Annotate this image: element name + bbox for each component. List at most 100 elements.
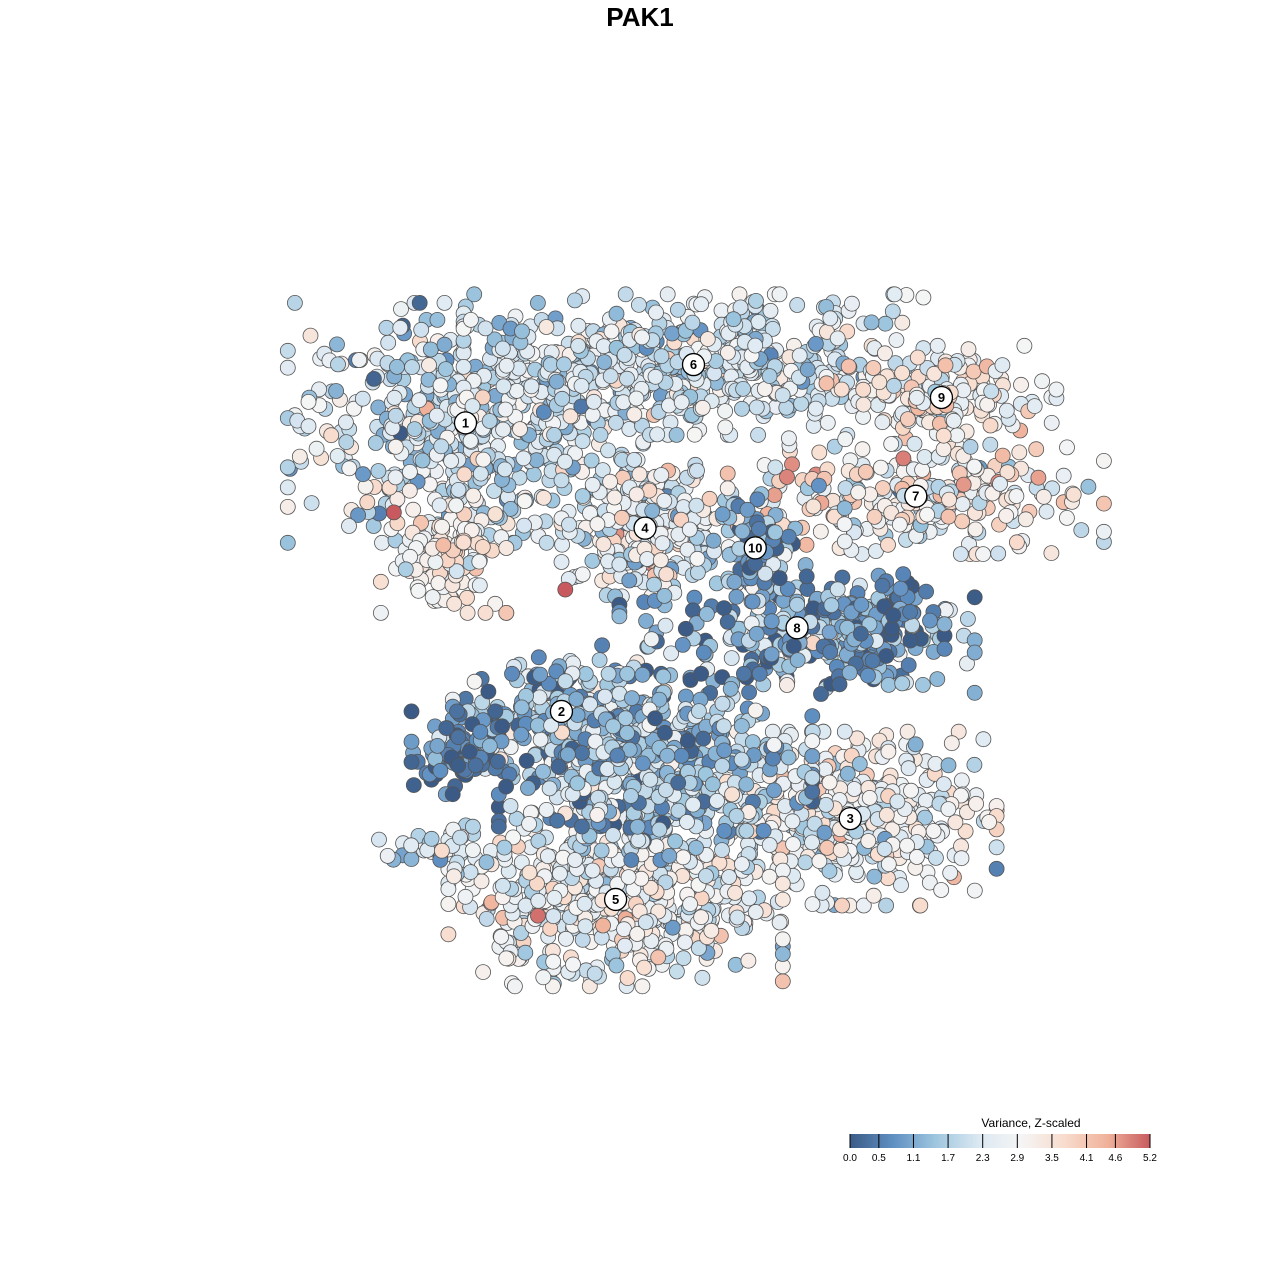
cell-point [954,496,971,513]
cell-point [605,827,621,843]
cell-point [608,414,624,431]
cell-point [965,363,982,380]
cell-point [751,665,768,682]
cell-point [748,292,764,309]
cell-point [504,665,520,682]
cell-point [367,435,384,451]
cell-point [811,477,827,494]
cell-point [558,930,574,947]
cell-point [919,506,935,523]
cell-point [513,726,530,743]
cell-point [771,286,788,303]
cell-point [530,294,546,311]
cell-point [941,491,957,508]
legend-colorbar [850,1134,1150,1148]
cell-point [909,349,926,366]
cell-point [657,617,674,634]
cell-point [414,452,431,469]
cell-point [979,396,996,413]
cell-point [829,330,846,347]
cell-point [992,475,1008,492]
cell-point [675,950,692,967]
cell-point [594,637,610,654]
cell-point [584,476,601,493]
cell-point [925,823,942,839]
cluster-label-8: 8 [785,616,809,640]
cell-point [935,427,952,444]
cell-point [494,877,511,894]
cell-point [589,516,606,532]
cell-point [774,931,791,948]
cell-point [538,802,555,818]
cell-point [975,546,991,562]
color-legend: Variance, Z-scaled 0.0 0.5 1.1 1.7 2.3 2.9 3.5… [843,1116,1157,1164]
cell-point [523,378,540,395]
cell-point [444,786,461,803]
cell-point [714,506,731,523]
cell-point [937,357,954,374]
cell-point [953,850,970,867]
cell-point [798,536,815,553]
cell-point [689,550,706,567]
cell-point [949,427,966,444]
cell-point [489,753,506,770]
cell-point [673,394,690,411]
cell-point [664,325,680,342]
cell-point [821,774,838,791]
cluster-label-text: 7 [912,489,919,504]
cell-point [481,413,498,429]
cell-point [557,673,574,690]
cell-point [279,342,296,359]
cell-point [871,374,888,391]
cell-point [648,304,664,321]
cell-point [722,681,739,697]
cell-point [836,723,853,740]
cell-point [626,451,643,468]
cell-point [448,497,465,514]
cell-point [628,390,645,407]
cell-point [888,332,905,349]
cell-point [619,970,636,986]
cell-point [877,315,894,332]
cell-point [988,839,1005,856]
cell-point [804,708,821,724]
cell-point [609,747,626,764]
cell-point [392,319,409,336]
cell-point [494,340,511,357]
cell-point [370,463,387,479]
cell-point [728,808,745,824]
cluster-label-10: 10 [743,536,767,560]
cell-point [359,494,376,511]
cell-point [1013,376,1029,393]
cell-point [467,757,484,774]
cell-point [699,606,715,622]
cell-point [279,479,296,496]
cell-point [703,922,720,939]
legend-tick-label: 4.1 [1080,1153,1094,1164]
cell-point [574,818,590,835]
cell-point [728,588,745,605]
cell-point [603,323,620,340]
cell-point [569,775,586,792]
cell-point [945,412,962,429]
cell-point [455,534,472,551]
cell-point [761,837,778,853]
cell-point [573,377,590,394]
cell-point [900,760,917,777]
cell-point [374,534,390,551]
cell-point [865,887,882,904]
cell-point [855,381,872,398]
cell-point [679,814,695,830]
cell-point [747,702,764,719]
cell-point [880,677,897,693]
cell-point [535,969,552,986]
cell-point [502,500,519,517]
cell-point [532,666,548,683]
cell-point [1043,545,1060,561]
cell-point [818,375,835,392]
cell-point [876,841,893,857]
legend-tick-label: 3.5 [1045,1153,1059,1164]
cell-point [688,840,704,856]
cell-point [785,836,801,852]
cell-point [498,950,515,967]
